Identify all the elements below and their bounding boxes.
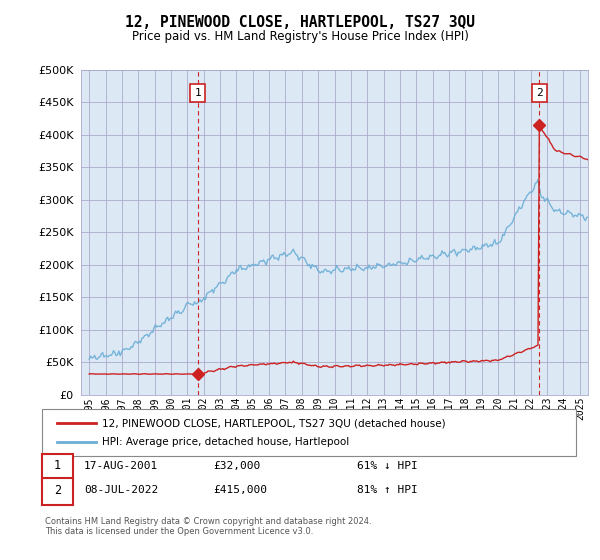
Text: HPI: Average price, detached house, Hartlepool: HPI: Average price, detached house, Hart… [102,437,349,447]
Text: 12, PINEWOOD CLOSE, HARTLEPOOL, TS27 3QU: 12, PINEWOOD CLOSE, HARTLEPOOL, TS27 3QU [125,15,475,30]
Text: 81% ↑ HPI: 81% ↑ HPI [357,485,418,495]
Text: Contains HM Land Registry data © Crown copyright and database right 2024.
This d: Contains HM Land Registry data © Crown c… [45,517,371,536]
Text: 1: 1 [54,459,61,473]
Text: 1: 1 [194,88,201,98]
Text: £32,000: £32,000 [213,461,260,471]
Text: 12, PINEWOOD CLOSE, HARTLEPOOL, TS27 3QU (detached house): 12, PINEWOOD CLOSE, HARTLEPOOL, TS27 3QU… [102,418,446,428]
Text: 08-JUL-2022: 08-JUL-2022 [84,485,158,495]
Text: 2: 2 [536,88,542,98]
Text: £415,000: £415,000 [213,485,267,495]
Text: 2: 2 [54,483,61,497]
Text: 17-AUG-2001: 17-AUG-2001 [84,461,158,471]
Text: 61% ↓ HPI: 61% ↓ HPI [357,461,418,471]
Text: Price paid vs. HM Land Registry's House Price Index (HPI): Price paid vs. HM Land Registry's House … [131,30,469,43]
